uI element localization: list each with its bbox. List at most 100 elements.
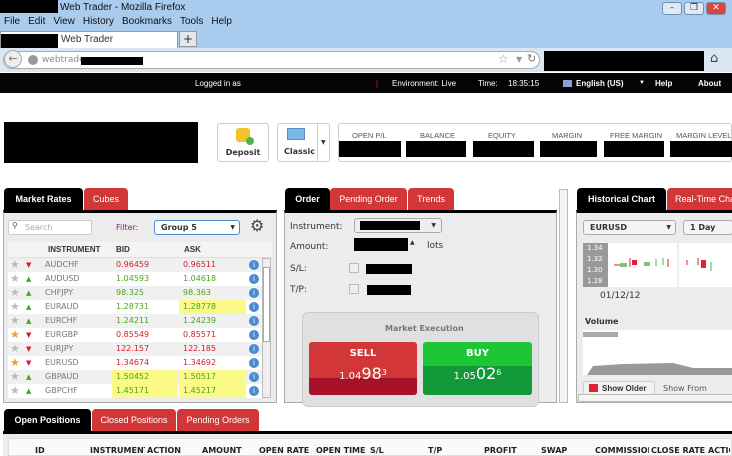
bid-price[interactable]: 1.28731 — [116, 302, 150, 311]
period-select[interactable]: 1 Day — [683, 220, 732, 235]
layout-button[interactable]: Classic ▼ — [277, 123, 330, 162]
info-icon[interactable]: i — [249, 386, 259, 396]
help-link[interactable]: Help — [655, 79, 673, 88]
col-swap[interactable]: SWAP — [541, 446, 568, 455]
tab-order[interactable]: Order — [285, 188, 330, 210]
info-icon[interactable]: i — [249, 302, 259, 312]
info-icon[interactable]: i — [249, 358, 259, 368]
favorite-star-icon[interactable]: ★ — [10, 356, 20, 369]
rate-row[interactable]: ★ ▲ EURCHF 1.24211 1.24239 i — [8, 314, 266, 328]
rate-row[interactable]: ★ ▼ EURGBP 0.85549 0.85571 i — [8, 328, 266, 342]
tp-input[interactable] — [367, 285, 411, 295]
menu-tools[interactable]: Tools — [180, 16, 204, 27]
bid-price[interactable]: 122.157 — [116, 344, 150, 353]
col-open-rate[interactable]: OPEN RATE — [259, 446, 310, 455]
menu-bookmarks[interactable]: Bookmarks — [121, 16, 172, 27]
info-icon[interactable]: i — [249, 330, 259, 340]
search-box-redacted[interactable] — [544, 51, 704, 71]
col-t-p[interactable]: T/P — [428, 446, 443, 455]
tab-trends[interactable]: Trends — [408, 188, 454, 210]
info-icon[interactable]: i — [249, 260, 259, 270]
rate-row[interactable]: ★ ▲ EURAUD 1.28731 1.28778 i — [8, 300, 266, 314]
about-link[interactable]: About — [698, 79, 722, 88]
sl-checkbox[interactable] — [349, 263, 359, 273]
ask-price[interactable]: 0.96511 — [183, 260, 217, 269]
bid-price[interactable]: 0.96459 — [116, 260, 150, 269]
dropdown-icon[interactable]: ▼ — [516, 55, 523, 64]
back-icon[interactable]: ← — [4, 50, 22, 68]
ask-price[interactable]: 1.04618 — [183, 274, 217, 283]
favorite-star-icon[interactable]: ★ — [10, 258, 20, 271]
bid-price[interactable]: 98.325 — [116, 288, 144, 297]
search-input[interactable]: ⚲ Search — [8, 220, 92, 235]
tab-market-rates[interactable]: Market Rates — [4, 188, 83, 210]
ask-price[interactable]: 1.24239 — [183, 316, 217, 325]
home-icon[interactable]: ⌂ — [710, 51, 719, 66]
favorite-star-icon[interactable]: ★ — [10, 272, 20, 285]
tab-real-time-chart[interactable]: Real-Time Chart — [667, 188, 732, 210]
favorite-star-icon[interactable]: ★ — [10, 286, 20, 299]
col-action[interactable]: ACTION — [147, 446, 181, 455]
close-button[interactable]: ✕ — [706, 2, 726, 15]
menu-edit[interactable]: Edit — [28, 16, 46, 27]
bid-price[interactable]: 1.04593 — [116, 274, 150, 283]
minimize-button[interactable]: – — [662, 2, 682, 15]
col-open-time[interactable]: OPEN TIME — [316, 446, 366, 455]
info-icon[interactable]: i — [249, 372, 259, 382]
instrument-select[interactable]: ▼ — [354, 218, 442, 233]
show-older-button[interactable]: Show Older — [583, 381, 655, 395]
ask-price[interactable]: 1.34692 — [183, 358, 217, 367]
chevron-down-icon[interactable]: ▼ — [321, 139, 326, 146]
menu-history[interactable]: History — [82, 16, 114, 27]
rates-scrollbar[interactable] — [262, 258, 271, 398]
col-actions[interactable]: ACTIONS — [708, 446, 730, 455]
filter-select[interactable]: Group 5 ▼ — [154, 220, 240, 235]
bid-price[interactable]: 0.85549 — [116, 330, 150, 339]
sell-button[interactable]: SELL 1.04983 — [309, 342, 417, 395]
ask-price[interactable]: 98.363 — [183, 288, 211, 297]
col-bid[interactable]: BID — [116, 245, 130, 254]
settings-gear-icon[interactable]: ⚙ — [250, 216, 265, 235]
favorite-star-icon[interactable]: ★ — [10, 342, 20, 355]
restore-button[interactable]: ❐ — [684, 2, 704, 15]
menu-help[interactable]: Help — [211, 16, 232, 27]
tab-pending-orders[interactable]: Pending Orders — [177, 409, 259, 431]
col-close-rate[interactable]: CLOSE RATE — [651, 446, 706, 455]
bid-price[interactable]: 1.45171 — [112, 384, 178, 398]
amount-input[interactable] — [354, 238, 408, 251]
bid-price[interactable]: 1.24211 — [116, 316, 150, 325]
info-icon[interactable]: i — [249, 274, 259, 284]
favorite-star-icon[interactable]: ★ — [10, 328, 20, 341]
favorite-star-icon[interactable]: ★ — [10, 370, 20, 383]
favorite-star-icon[interactable]: ★ — [10, 384, 20, 397]
ask-price[interactable]: 1.28778 — [179, 300, 246, 314]
info-icon[interactable]: i — [249, 316, 259, 326]
ask-price[interactable]: 1.50517 — [179, 370, 246, 384]
col-s-l[interactable]: S/L — [370, 446, 384, 455]
ask-price[interactable]: 1.45217 — [179, 384, 246, 398]
ask-price[interactable]: 122.185 — [183, 344, 217, 353]
bid-price[interactable]: 1.34674 — [116, 358, 150, 367]
menu-view[interactable]: View — [53, 16, 75, 27]
buy-button[interactable]: BUY 1.05026 — [423, 342, 532, 395]
bookmark-star-icon[interactable]: ☆ — [498, 52, 509, 66]
rate-row[interactable]: ★ ▼ EURJPY 122.157 122.185 i — [8, 342, 266, 356]
new-tab-button[interactable]: + — [179, 31, 197, 47]
rate-row[interactable]: ★ ▲ GBPAUD 1.50452 1.50517 i — [8, 370, 266, 384]
col-commission[interactable]: COMMISSION — [595, 446, 649, 455]
tab-pending-order[interactable]: Pending Order — [330, 188, 407, 210]
info-icon[interactable]: i — [249, 344, 259, 354]
col-ask[interactable]: ASK — [184, 245, 201, 254]
language-selector[interactable]: English (US) — [576, 79, 624, 88]
tab-cubes[interactable]: Cubes — [84, 188, 128, 210]
menu-file[interactable]: File — [4, 16, 21, 27]
tab-open-positions[interactable]: Open Positions — [4, 409, 91, 431]
tab-closed-positions[interactable]: Closed Positions — [92, 409, 176, 431]
sl-input[interactable] — [366, 264, 412, 274]
favorite-star-icon[interactable]: ★ — [10, 314, 20, 327]
rate-row[interactable]: ★ ▲ CHFJPY 98.325 98.363 i — [8, 286, 266, 300]
order-scrollbar[interactable] — [559, 189, 568, 403]
tp-checkbox[interactable] — [349, 284, 359, 294]
col-instrument[interactable]: INSTRUMENT — [90, 446, 145, 455]
col-id[interactable]: ID — [35, 446, 45, 455]
